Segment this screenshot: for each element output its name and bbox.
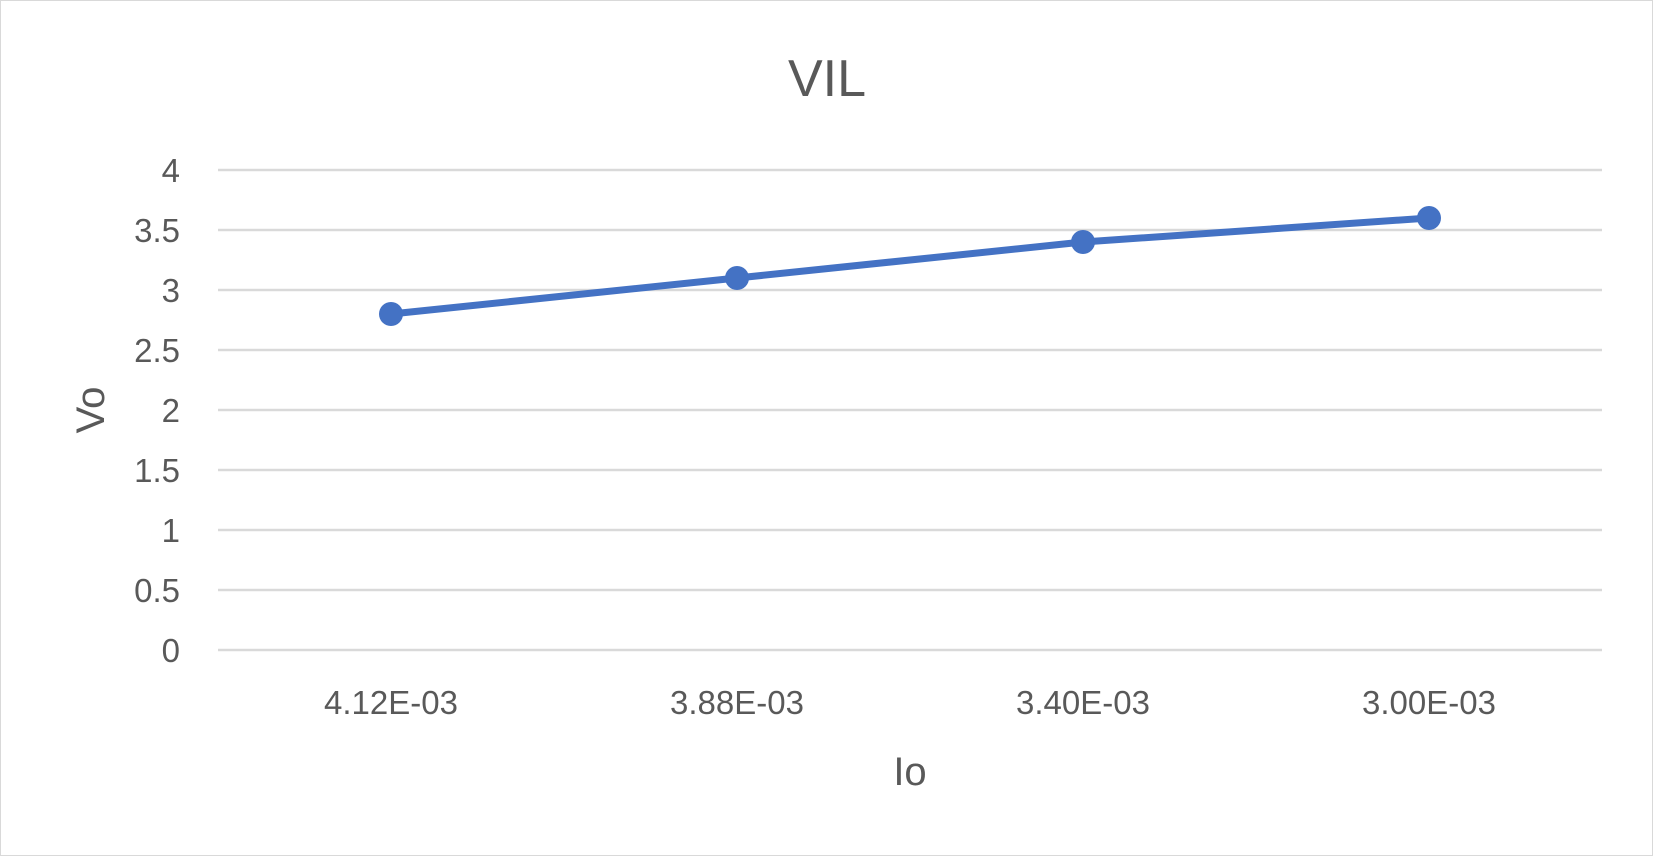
x-tick-label: 3.40E-03 (1016, 684, 1150, 721)
y-axis-ticks: 0 0.5 1 1.5 2 2.5 3 3.5 4 (134, 152, 180, 669)
y-tick-label: 2.5 (134, 332, 180, 369)
series-line (387, 214, 1433, 318)
x-axis-ticks: 4.12E-03 3.88E-03 3.40E-03 3.00E-03 (324, 684, 1496, 721)
data-point (1417, 206, 1441, 230)
y-tick-label: 1 (162, 512, 180, 549)
y-tick-label: 3 (162, 272, 180, 309)
x-tick-label: 4.12E-03 (324, 684, 458, 721)
x-axis-title: Io (893, 750, 926, 794)
gridlines (218, 168, 1602, 652)
chart-title: VIL (788, 50, 866, 108)
y-tick-label: 4 (162, 152, 180, 189)
data-point (725, 266, 749, 290)
y-tick-label: 0.5 (134, 572, 180, 609)
y-tick-label: 0 (162, 632, 180, 669)
series (379, 206, 1441, 326)
data-point (1071, 230, 1095, 254)
y-tick-label: 2 (162, 392, 180, 429)
y-axis-title: Vo (69, 387, 113, 434)
x-tick-label: 3.00E-03 (1362, 684, 1496, 721)
y-tick-label: 1.5 (134, 452, 180, 489)
y-tick-label: 3.5 (134, 212, 180, 249)
data-point (379, 302, 403, 326)
x-tick-label: 3.88E-03 (670, 684, 804, 721)
